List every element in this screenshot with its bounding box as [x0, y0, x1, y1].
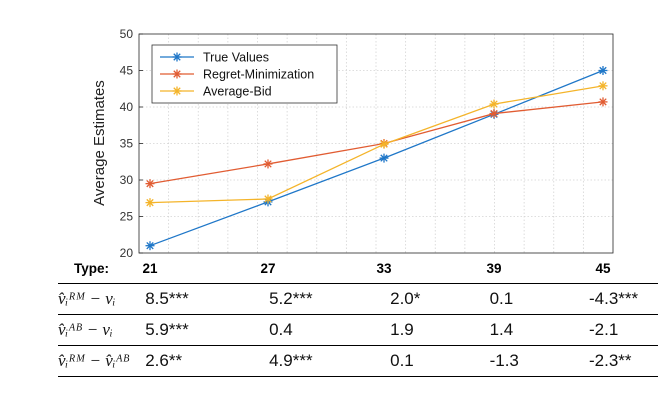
table-cell: -4.3***	[588, 289, 639, 308]
data-point-s0-2	[379, 153, 389, 163]
legend-label-2: Average-Bid	[203, 85, 272, 99]
table-cell: 4.9***	[269, 351, 313, 370]
x-tick-label-27: 27	[260, 261, 275, 276]
x-tick-label-39: 39	[486, 261, 501, 276]
table-cell: 1.9	[390, 320, 414, 339]
table-cell: 2.6**	[145, 351, 183, 370]
table-cell: 8.5***	[145, 289, 189, 308]
y-tick-label: 40	[120, 100, 134, 114]
table-cell: -1.3	[489, 351, 519, 370]
data-point-s0-0	[145, 241, 155, 251]
table-cell: -2.3**	[588, 351, 632, 370]
data-point-s2-2	[379, 139, 389, 149]
legend-label-1: Regret-Minimization	[203, 68, 314, 82]
table-cell: 5.9***	[145, 320, 189, 339]
line-chart: 20 25 30 35 40 45 50 Average Estimates True Va…	[74, 27, 614, 276]
table-cell: 1.4	[489, 320, 514, 339]
table-cell: 2.0*	[390, 289, 421, 308]
table-row: v̂ᵢᴬᴮ − vᵢ 5.9*** 0.4 1.9 1.4 -2.1	[58, 315, 658, 346]
table-cell: 0.1	[489, 289, 514, 308]
data-point-s0-4	[598, 66, 608, 75]
data-point-s1-4	[598, 97, 608, 107]
difference-table: v̂ᵢᴿᴹ − vᵢ 8.5*** 5.2*** 2.0* 0.1 -4.3*** v̂ᵢᴬ…	[58, 283, 658, 377]
x-tick-label-21: 21	[142, 261, 158, 276]
table-cell: -2.1	[588, 320, 619, 339]
y-tick-label: 20	[120, 246, 134, 260]
legend-label-0: True Values	[203, 51, 269, 65]
data-point-s1-3	[489, 109, 499, 119]
series-line-1	[149, 101, 604, 185]
data-point-s1-1	[263, 159, 273, 169]
plot-frame	[138, 33, 614, 254]
legend-marker-0	[172, 52, 182, 62]
x-tick-label-45: 45	[595, 261, 611, 276]
table-row: v̂ᵢᴿᴹ − v̂ᵢᴬᴮ 2.6** 4.9*** 0.1 -1.3 -2.3**	[58, 346, 658, 377]
table-row: v̂ᵢᴿᴹ − vᵢ 8.5*** 5.2*** 2.0* 0.1 -4.3***	[58, 283, 658, 315]
legend-marker-2	[172, 86, 182, 96]
y-tick-label: 25	[120, 210, 134, 224]
y-tick-label: 35	[120, 137, 134, 151]
table-cell: 5.2***	[269, 289, 313, 308]
data-point-s1-0	[145, 179, 155, 189]
table-cell: 0.4	[269, 320, 293, 339]
y-tick-label: 45	[120, 64, 134, 78]
data-point-s2-3	[489, 99, 499, 109]
x-tick-label-33: 33	[376, 261, 392, 276]
x-axis-ticks: Type: 21 27 33 39 45	[74, 261, 611, 276]
y-axis-label: Average Estimates	[91, 80, 108, 206]
row-label: v̂ᵢᴿᴹ − v̂ᵢᴬᴮ	[58, 351, 130, 370]
data-point-s2-1	[263, 194, 273, 204]
y-tick-label: 50	[120, 27, 134, 41]
table-cell: 0.1	[390, 351, 414, 370]
series-group	[145, 66, 608, 251]
data-point-s2-4	[598, 81, 608, 91]
data-point-s2-0	[145, 198, 155, 208]
y-tick-label: 30	[120, 173, 134, 187]
row-label: v̂ᵢᴬᴮ − vᵢ	[58, 320, 113, 339]
x-axis-label: Type:	[74, 261, 109, 276]
row-label: v̂ᵢᴿᴹ − vᵢ	[58, 289, 116, 308]
y-axis-ticks: 20 25 30 35 40 45 50	[120, 27, 143, 260]
legend: True Values Regret-Minimization Average-Bi…	[151, 44, 338, 104]
legend-marker-1	[172, 69, 182, 79]
